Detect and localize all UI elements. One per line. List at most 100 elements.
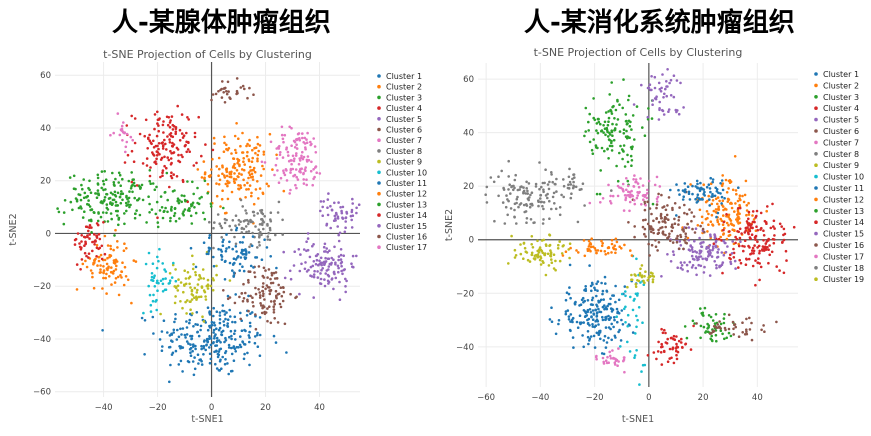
data-point [590,237,593,240]
data-point [259,209,262,212]
data-point [293,140,297,144]
data-point [588,243,591,246]
data-point [157,124,160,127]
data-point [269,218,272,221]
data-point [225,233,228,236]
data-point [233,320,237,324]
data-point [130,114,133,118]
legend-marker-cluster-14 [814,220,818,224]
data-point [248,86,251,90]
data-point [242,157,245,160]
data-point [117,293,121,297]
data-point [720,179,724,182]
data-point [627,98,630,102]
data-point [209,174,212,177]
legend-label-cluster-8: Cluster 8 [386,147,422,156]
data-point [569,296,572,300]
legend-label-cluster-14: Cluster 14 [823,218,864,227]
data-point [519,252,523,256]
data-point [237,159,240,163]
data-point [234,293,237,296]
data-point [595,122,599,125]
data-point [180,113,184,116]
data-point [646,192,649,195]
data-point [221,309,224,313]
data-point [306,155,310,158]
data-point [221,189,224,192]
data-point [147,284,150,288]
data-point [224,336,227,340]
data-point [269,211,273,214]
data-point [655,217,658,221]
data-point [243,163,246,166]
data-point [133,184,137,188]
data-point [156,118,160,122]
data-point [762,229,765,232]
data-point [625,119,628,123]
data-point [84,240,87,244]
data-point [555,177,558,181]
legend-marker-cluster-8 [814,152,818,156]
data-point [242,252,246,256]
data-point [248,245,251,249]
data-point [275,266,278,270]
data-point [116,240,119,243]
data-point [525,180,528,184]
legend-marker-cluster-14 [377,213,381,217]
data-point [736,218,740,222]
data-point [719,327,722,330]
data-point [234,338,237,341]
data-point [338,231,342,235]
data-point [661,108,664,112]
data-point [636,194,639,197]
data-point [161,147,165,150]
data-point [650,88,653,92]
data-point [329,204,332,208]
data-point [110,283,113,286]
data-point [251,220,254,224]
data-point [748,246,751,249]
data-point [237,254,240,258]
data-point [607,361,610,365]
data-point [140,183,144,187]
data-point [665,94,668,98]
data-point [102,221,105,224]
data-point [132,181,136,185]
data-point [185,150,188,154]
data-point [258,244,261,247]
data-point [738,227,742,231]
data-point [185,333,189,336]
data-point [675,335,678,338]
data-point [729,257,732,261]
data-point [726,245,729,248]
data-point [337,270,340,274]
data-point [669,260,673,263]
data-point [626,285,629,289]
data-point [692,324,695,328]
data-point [769,226,773,230]
data-point [711,178,715,181]
data-point [199,277,203,280]
data-point [721,188,725,192]
data-point [96,223,100,227]
data-point [725,336,728,340]
data-point [113,281,117,284]
legend-label-cluster-1: Cluster 1 [823,70,859,79]
data-point [244,196,247,199]
data-point [133,216,137,220]
data-point [622,190,625,193]
data-point [191,254,194,258]
data-point [736,207,740,210]
data-point [738,258,741,262]
data-point [194,347,197,351]
data-point [759,211,763,215]
data-point [588,112,591,116]
data-point [738,221,742,225]
data-point [119,201,123,205]
data-point [652,231,655,235]
data-point [155,266,159,270]
data-point [256,142,260,146]
data-point [129,135,133,139]
data-point [754,259,757,262]
legend-label-cluster-6: Cluster 6 [823,127,859,136]
